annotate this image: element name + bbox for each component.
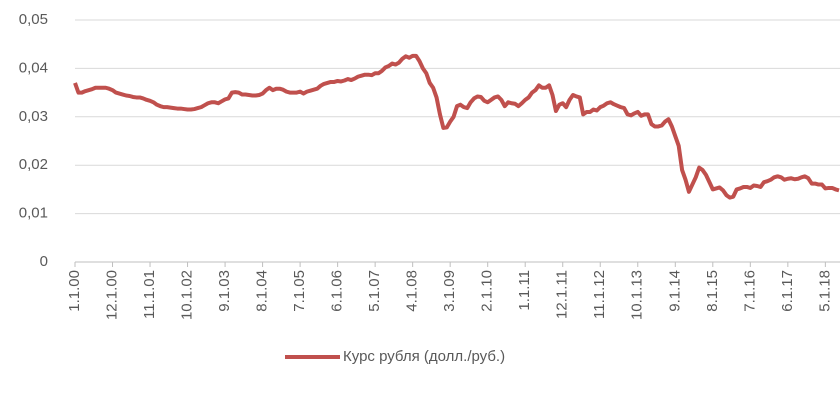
x-tick-label: 8.1.15 xyxy=(704,270,721,312)
data-line xyxy=(73,53,840,200)
y-tick-label: 0 xyxy=(40,253,48,270)
x-tick-label: 7.1.05 xyxy=(291,270,308,312)
x-tick-label: 5.1.07 xyxy=(366,270,383,312)
x-tick-label: 5.1.18 xyxy=(816,270,833,312)
x-tick-label: 1.1.11 xyxy=(516,270,533,311)
x-tick-label: 6.1.06 xyxy=(329,270,346,312)
y-tick-label: 0,03 xyxy=(19,108,48,125)
x-tick-label: 3.1.09 xyxy=(441,270,458,312)
x-tick-label: 1.1.00 xyxy=(66,270,83,312)
x-tick-label: 8.1.04 xyxy=(254,270,271,312)
y-tick-label: 0,02 xyxy=(19,156,48,173)
x-tick-label: 12.1.00 xyxy=(103,270,120,320)
y-tick-label: 0,04 xyxy=(19,59,48,76)
x-tick-label: 9.1.03 xyxy=(216,270,233,312)
x-tick-label: 10.1.13 xyxy=(629,270,646,320)
x-tick-label: 7.1.16 xyxy=(741,270,758,312)
x-tick-label: 4.1.08 xyxy=(404,270,421,312)
x-tick-label: 11.1.12 xyxy=(591,270,608,319)
x-tick-label: 12.1.11 xyxy=(554,270,571,319)
x-tick-label: 2.1.10 xyxy=(479,270,496,312)
x-tick-label: 10.1.02 xyxy=(179,270,196,320)
x-tick-label: 11.1.01 xyxy=(141,270,158,319)
x-tick-label: 6.1.17 xyxy=(779,270,796,312)
y-tick-label: 0,05 xyxy=(19,11,48,28)
y-tick-label: 0,01 xyxy=(19,205,48,222)
x-tick-label: 9.1.14 xyxy=(666,270,683,312)
legend-label: Курс рубля (долл./руб.) xyxy=(343,348,505,365)
